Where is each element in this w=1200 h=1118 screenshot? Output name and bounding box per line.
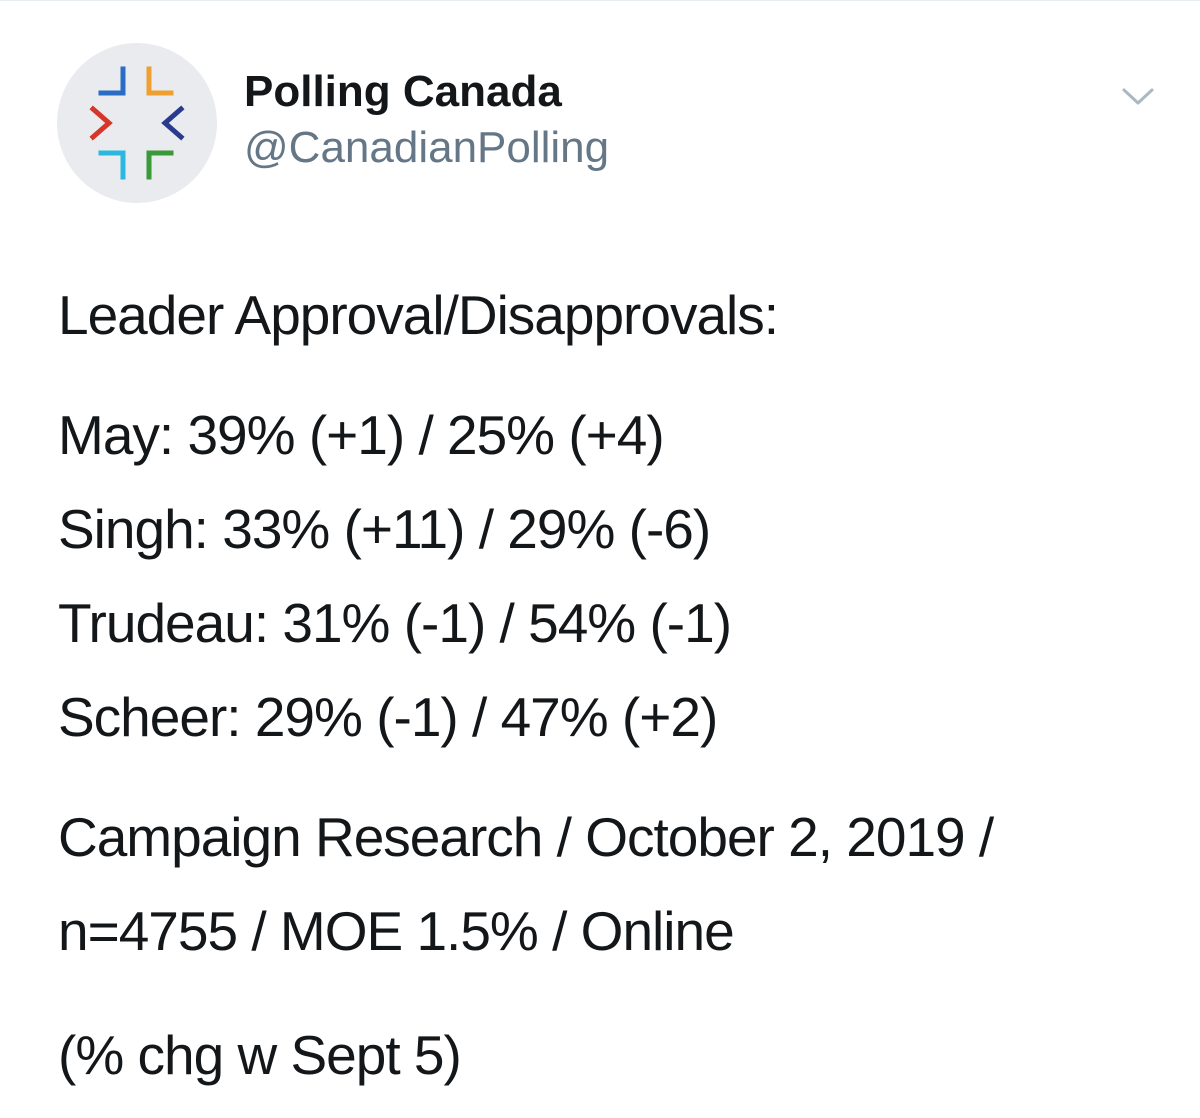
account-handle[interactable]: @CanadianPolling	[244, 123, 610, 172]
tweet-line-trudeau: Trudeau: 31% (-1) / 54% (-1)	[58, 592, 732, 654]
tweet-line-may: May: 39% (+1) / 25% (+4)	[58, 404, 665, 466]
tweet-source-line-1: Campaign Research / October 2, 2019 /	[58, 806, 994, 868]
tweet-heading: Leader Approval/Disapprovals:	[58, 284, 779, 346]
top-divider	[0, 0, 1200, 6]
chevron-down-icon[interactable]	[1118, 82, 1158, 112]
tweet-line-singh: Singh: 33% (+11) / 29% (-6)	[58, 498, 711, 560]
display-name[interactable]: Polling Canada	[244, 67, 562, 116]
tweet-line-scheer: Scheer: 29% (-1) / 47% (+2)	[58, 686, 718, 748]
tweet-note: (% chg w Sept 5)	[58, 1024, 462, 1086]
tweet-source-line-2: n=4755 / MOE 1.5% / Online	[58, 900, 735, 962]
avatar[interactable]	[57, 43, 217, 203]
polling-canada-logo-icon	[89, 66, 185, 180]
